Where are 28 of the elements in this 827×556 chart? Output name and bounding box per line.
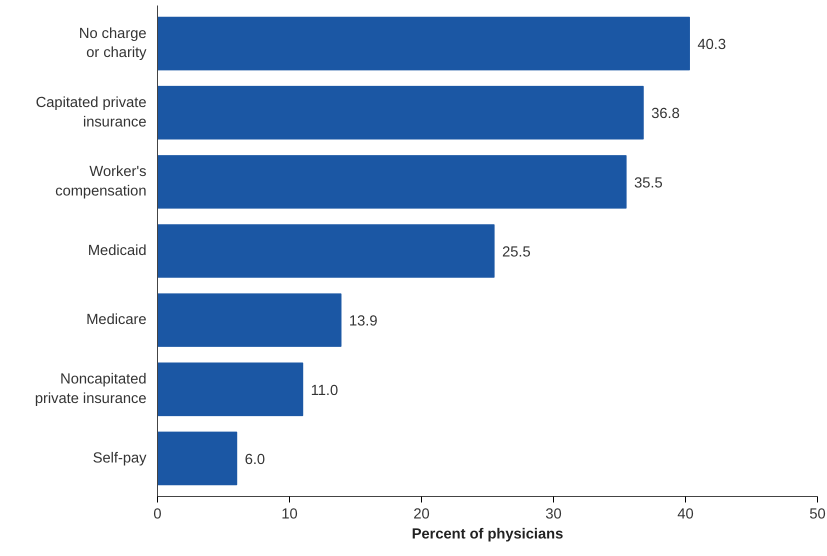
x-tick-label: 20 xyxy=(413,506,430,522)
data-label: 35.5 xyxy=(634,175,663,192)
y-tick-label: Medicare xyxy=(86,312,147,328)
bar xyxy=(158,86,644,140)
x-tick-label: 30 xyxy=(545,506,562,522)
y-tick-label: Capitated private insurance xyxy=(36,95,147,130)
y-tick-label: Worker's compensation xyxy=(55,164,147,200)
bar xyxy=(158,432,238,486)
x-tick-label: 40 xyxy=(677,506,694,522)
bar xyxy=(158,293,342,347)
y-tick-label: Self-pay xyxy=(92,450,148,466)
data-label: 6.0 xyxy=(244,452,266,468)
x-tick-label: 0 xyxy=(153,506,162,522)
data-label: 13.9 xyxy=(348,314,378,330)
y-tick-label: Noncapitated private insurance xyxy=(34,372,147,407)
bar xyxy=(158,362,304,416)
bar xyxy=(158,155,627,209)
data-label: 25.5 xyxy=(502,244,531,260)
bar xyxy=(158,16,690,70)
x-axis-title: Percent of physicians xyxy=(412,526,564,542)
x-tick-label: 10 xyxy=(281,506,298,522)
x-tick-label: 50 xyxy=(809,506,826,522)
data-label: 36.8 xyxy=(651,106,680,122)
y-tick-label: No charge or charity xyxy=(78,26,148,62)
data-label: 40.3 xyxy=(697,37,726,54)
data-label: 11.0 xyxy=(310,382,338,399)
bar xyxy=(158,224,495,278)
y-tick-label: Medicaid xyxy=(88,243,147,259)
